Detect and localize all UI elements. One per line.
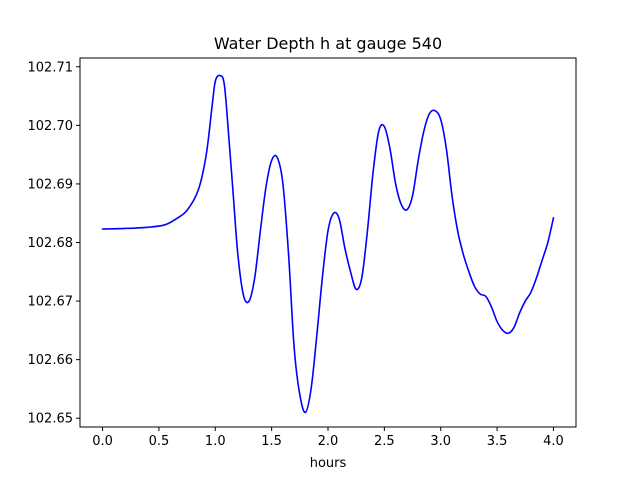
series-line [101, 74, 555, 414]
plot-frame [79, 57, 577, 428]
x-axis-label: hours [310, 456, 347, 471]
y-tick-label: 102.68 [28, 236, 74, 251]
y-axis-ticks: 102.65 102.66 102.67 102.68 102.69 102.70 102.… [28, 60, 80, 427]
x-axis-ticks: 0.0 0.5 1.0 1.5 2.0 2.5 3.0 3.5 4.0 [92, 427, 564, 449]
x-tick-label: 4.0 [543, 434, 564, 449]
chart-title: Water Depth h at gauge 540 [214, 34, 442, 53]
y-tick-label: 102.65 [28, 412, 74, 427]
x-tick-label: 2.0 [318, 434, 339, 449]
x-tick-label: 0.0 [92, 434, 113, 449]
x-tick-label: 3.5 [487, 434, 508, 449]
x-tick-label: 2.5 [374, 434, 395, 449]
y-tick-label: 102.69 [28, 177, 74, 192]
y-tick-label: 102.70 [28, 119, 74, 134]
y-tick-label: 102.71 [28, 60, 74, 75]
x-tick-label: 1.5 [261, 434, 282, 449]
x-tick-label: 1.0 [205, 434, 226, 449]
y-tick-label: 102.66 [28, 353, 74, 368]
y-tick-label: 102.67 [28, 295, 74, 310]
x-tick-label: 3.0 [430, 434, 451, 449]
x-tick-label: 0.5 [149, 434, 170, 449]
